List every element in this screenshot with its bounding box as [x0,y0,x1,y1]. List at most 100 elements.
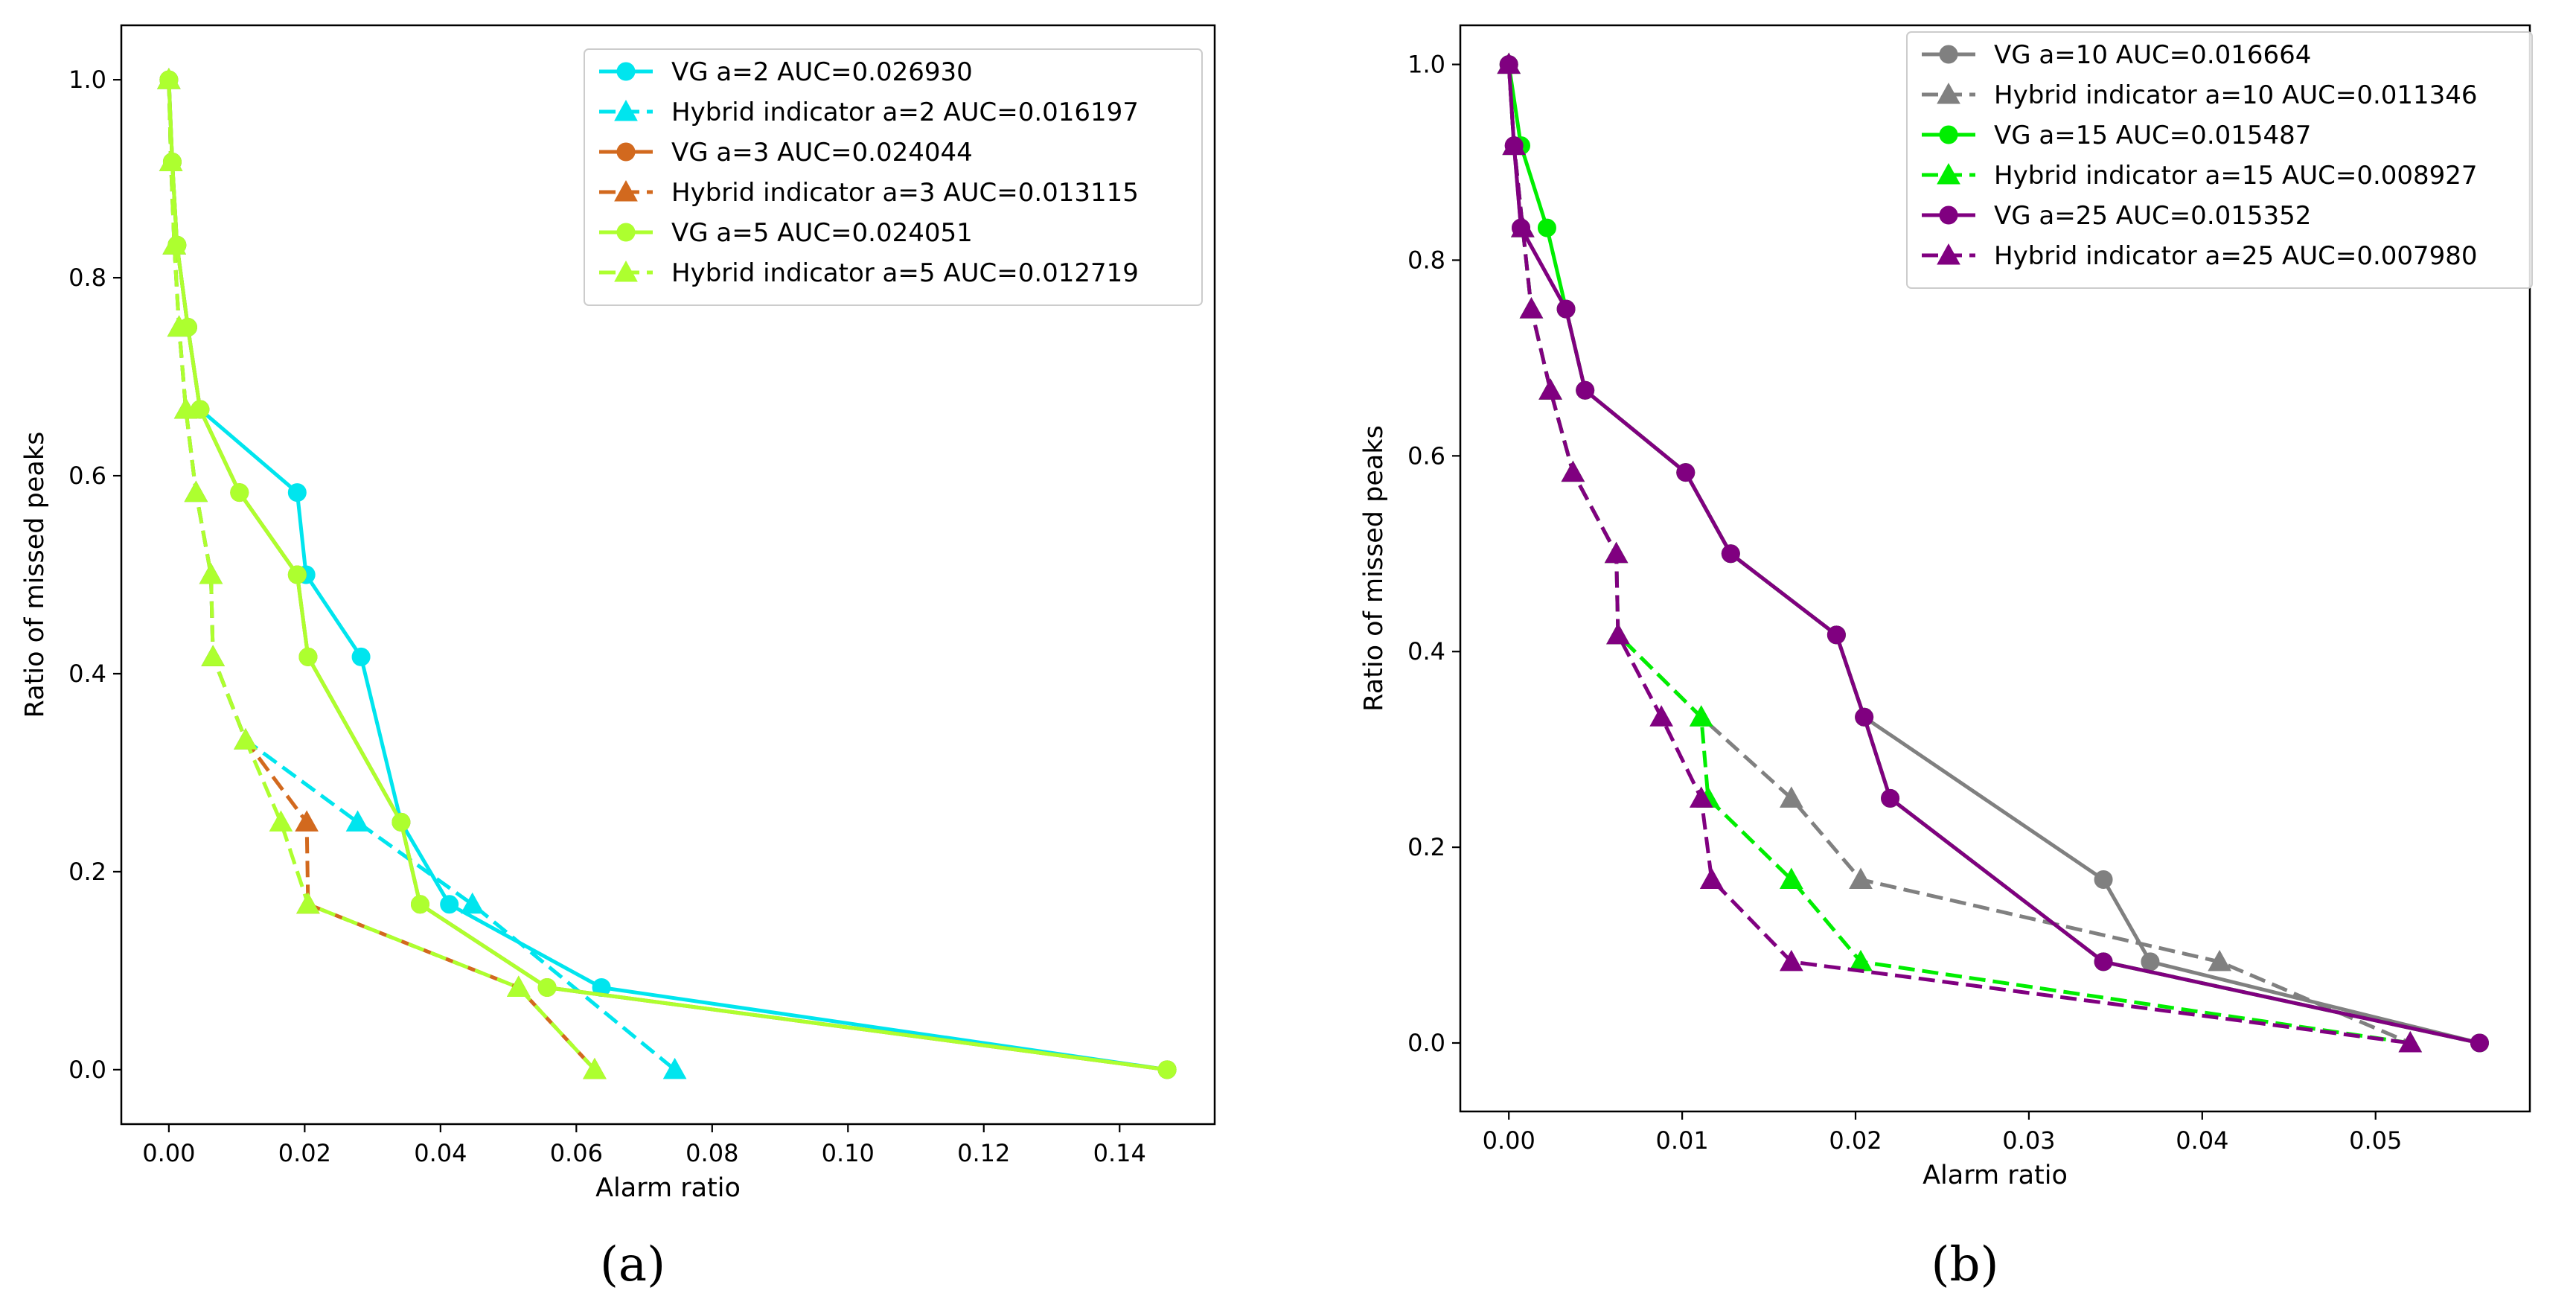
x-tick-label: 0.03 [2002,1126,2055,1155]
panel-b: 0.00 0.01 0.02 0.03 0.04 0.05 0.0 0.2 0.4 0.6 0.8 1… [1359,24,2533,1292]
data-point [1881,788,1900,808]
data-point [2470,1033,2489,1053]
data-point [1826,625,1846,645]
data-point [1604,541,1629,564]
data-point [506,975,531,997]
x-tick-label: 0.05 [2349,1126,2402,1155]
data-point [167,315,191,337]
x-tick-label: 0.10 [822,1139,875,1167]
data-point [2141,952,2160,972]
y-tick-label: 0.6 [1407,441,1445,470]
x-axis-label: Alarm ratio [1923,1161,2068,1190]
legend-item: Hybrid indicator a=25 AUC=0.007980 [1922,241,2478,271]
legend-label: Hybrid indicator a=10 AUC=0.011346 [1994,80,2478,110]
data-point [1855,707,1874,727]
legend-item: VG a=25 AUC=0.015352 [1922,201,2311,231]
x-tick-label: 0.02 [278,1139,331,1167]
data-point [1497,52,1521,74]
y-axis-label: Ratio of missed peaks [1359,425,1389,712]
legend-label: Hybrid indicator a=2 AUC=0.016197 [671,98,1139,127]
legend-item: Hybrid indicator a=15 AUC=0.008927 [1922,161,2478,191]
data-point [1576,380,1595,400]
data-point [537,977,557,997]
legend-label: VG a=5 AUC=0.024051 [671,218,973,248]
legend: VG a=10 AUC=0.016664 Hybrid indicator a=1… [1906,31,2533,289]
data-point [2208,949,2231,972]
y-tick-label: 0.4 [68,660,106,688]
data-point [351,647,371,666]
x-tick-label: 0.00 [1483,1126,1535,1155]
data-point [2398,1030,2423,1053]
data-point [440,895,459,914]
legend-label: Hybrid indicator a=5 AUC=0.012719 [671,258,1139,288]
data-point [1157,1060,1177,1079]
legend-item: Hybrid indicator a=3 AUC=0.013115 [599,178,1139,208]
legend-marker [616,62,636,81]
legend-marker [1937,82,1960,104]
data-point [269,810,293,832]
data-point [1537,218,1556,237]
legend-item: Hybrid indicator a=2 AUC=0.016197 [599,98,1139,127]
y-tick-label: 1.0 [68,66,106,94]
legend-label: Hybrid indicator a=15 AUC=0.008927 [1994,161,2478,191]
series-5 [1497,52,2423,1053]
data-point [1689,705,1713,727]
data-point [1779,786,1803,808]
data-point [1676,463,1696,482]
data-point [1699,867,1724,889]
y-tick-label: 0.8 [1407,246,1445,274]
data-point [1689,786,1713,808]
y-tick-label: 0.0 [68,1056,106,1084]
data-point [287,565,307,584]
y-tick-label: 1.0 [1407,51,1445,79]
x-tick-label: 0.02 [1829,1126,1882,1155]
data-point [157,68,181,89]
data-point [298,647,318,666]
legend: VG a=2 AUC=0.026930 Hybrid indicator a=2 … [584,48,1203,306]
panel-caption: (a) [600,1237,665,1292]
data-point [1538,378,1562,400]
data-point [2094,870,2113,889]
data-point [1519,297,1544,319]
panel-a: 0.00 0.02 0.04 0.06 0.08 0.10 0.12 0.14 0.0 0.2 0.… [20,24,1216,1292]
series-5 [157,68,607,1079]
data-point [1606,622,1630,645]
data-point [184,480,208,503]
data-point [345,810,370,832]
y-tick-label: 0.2 [1407,833,1445,861]
data-point [2094,952,2113,972]
legend-label: VG a=25 AUC=0.015352 [1994,201,2311,231]
x-tick-label: 0.00 [142,1139,195,1167]
legend-item: VG a=10 AUC=0.016664 [1922,40,2311,70]
series-layer [1497,52,2489,1053]
y-tick-label: 0.2 [68,858,106,886]
data-point [662,1057,687,1079]
series-line [167,80,1168,1072]
legend-marker [616,223,636,242]
data-point [410,895,429,914]
x-tick-label: 0.14 [1093,1139,1146,1167]
legend-label: VG a=10 AUC=0.016664 [1994,40,2311,70]
data-point [199,562,223,584]
x-tick-label: 0.12 [957,1139,1010,1167]
legend-box [584,48,1203,306]
data-point [296,892,320,914]
data-point [1779,867,1803,889]
legend-box [1906,31,2533,289]
data-point [1779,949,1803,972]
x-axis-label: Alarm ratio [595,1173,741,1203]
legend-item: VG a=15 AUC=0.015487 [1922,121,2311,150]
legend-marker [616,142,636,162]
data-point [162,233,187,255]
data-point [1510,216,1535,237]
x-tick-label: 0.08 [685,1139,738,1167]
data-point [1556,299,1576,319]
series-layer [157,68,1177,1079]
legend-item: Hybrid indicator a=5 AUC=0.012719 [599,258,1139,288]
legend-item: Hybrid indicator a=10 AUC=0.011346 [1922,80,2478,110]
legend-marker [1939,125,1958,144]
y-axis-label: Ratio of missed peaks [20,432,50,718]
data-point [234,728,258,750]
x-tick-label: 0.04 [414,1139,467,1167]
